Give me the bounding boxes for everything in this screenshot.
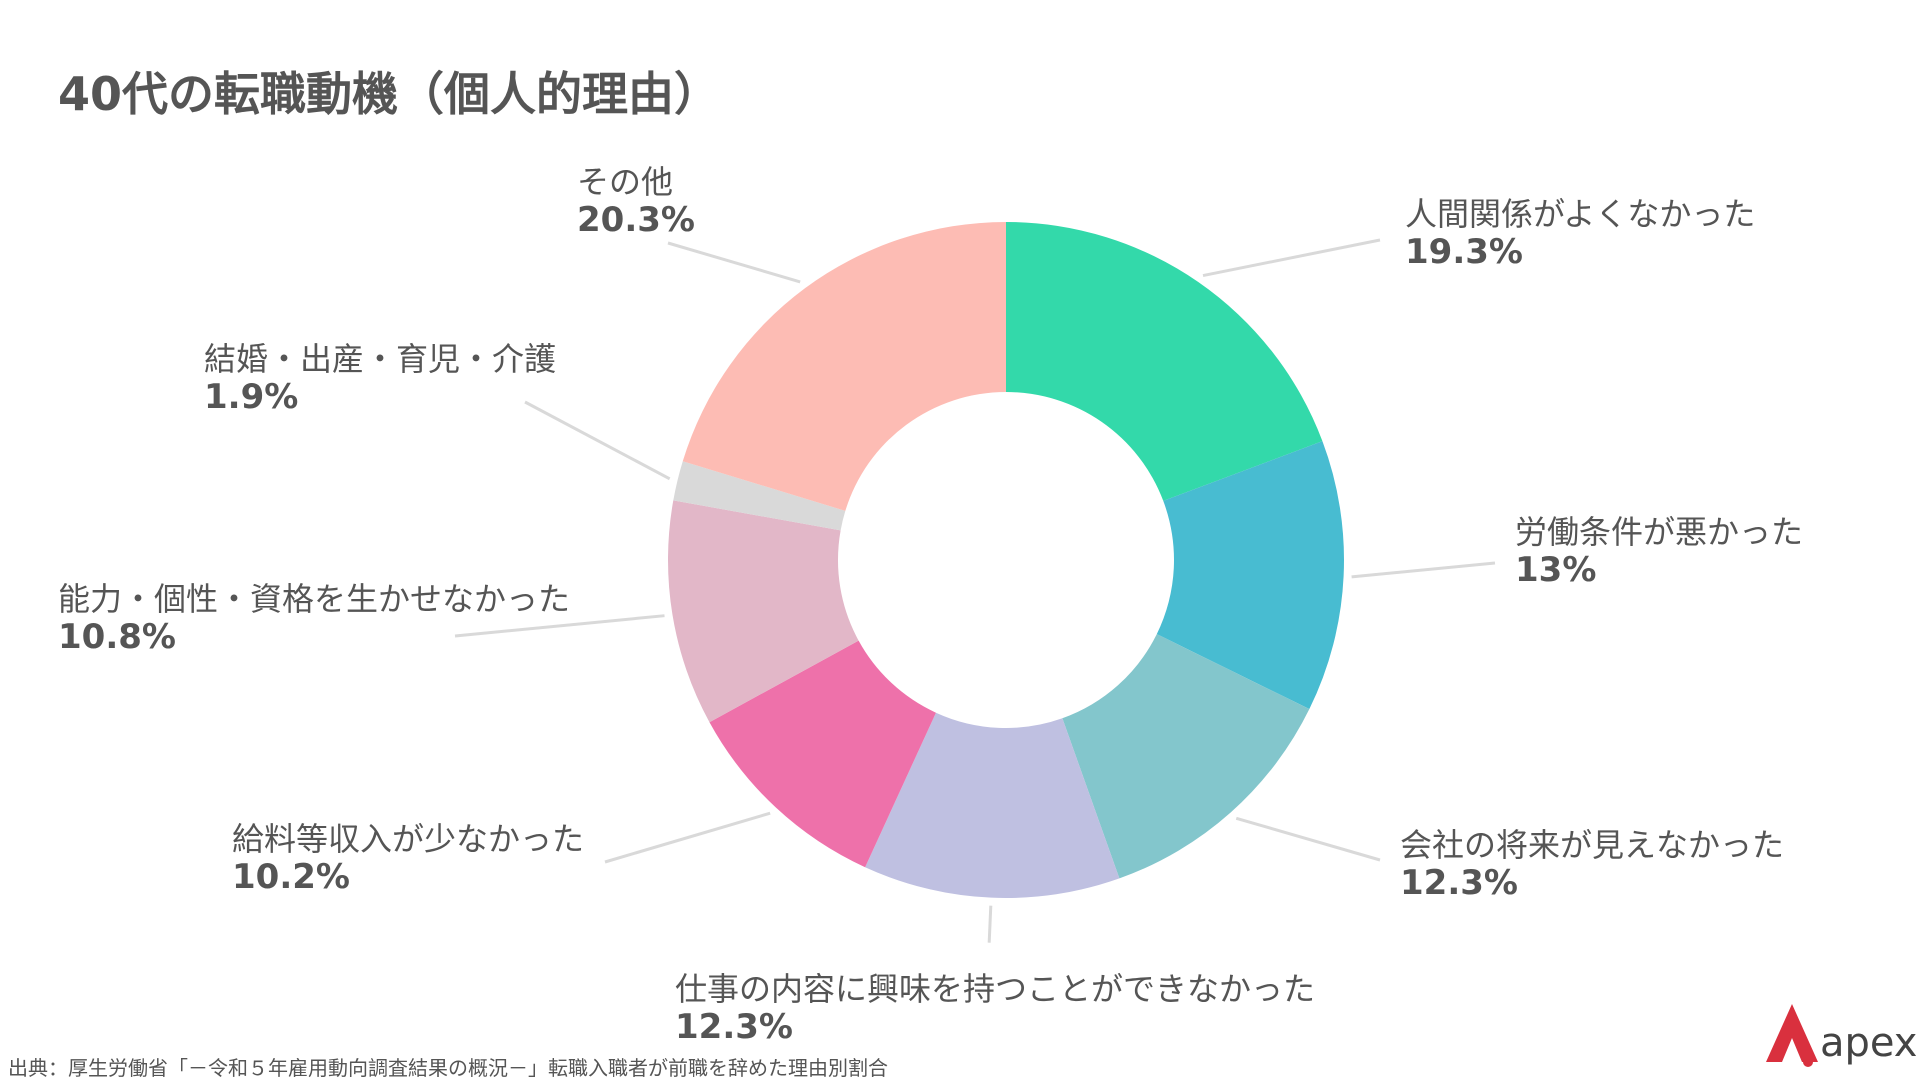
leader-line bbox=[604, 811, 771, 864]
slice-label-name: その他 bbox=[577, 163, 674, 201]
leader-line bbox=[1235, 816, 1381, 862]
apex-logo-icon bbox=[1766, 1004, 1818, 1067]
slice-label-name: 会社の将来が見えなかった bbox=[1400, 826, 1785, 864]
slice-label: 仕事の内容に興味を持つことができなかった 12.3% bbox=[675, 970, 1315, 1046]
slice-label-value: 12.3% bbox=[1400, 863, 1518, 903]
donut-slice bbox=[682, 222, 1006, 511]
donut-slice bbox=[865, 712, 1120, 898]
slice-label-name: 仕事の内容に興味を持つことができなかった bbox=[675, 970, 1316, 1008]
slice-label: 給料等収入が少なかった 10.2% bbox=[232, 820, 584, 896]
slice-label-name: 給料等収入が少なかった bbox=[232, 820, 585, 858]
leader-line bbox=[1202, 238, 1381, 278]
slice-label-value: 12.3% bbox=[675, 1007, 793, 1047]
donut-slice bbox=[709, 640, 936, 868]
logo-text: apex bbox=[1820, 1020, 1918, 1066]
donut-slice bbox=[1062, 634, 1310, 879]
slice-label: 人間関係がよくなかった 19.3% bbox=[1405, 195, 1755, 271]
slice-label-name: 結婚・出産・育児・介護 bbox=[204, 340, 557, 378]
slice-label: その他 20.3% bbox=[577, 163, 695, 239]
slice-label: 結婚・出産・育児・介護 1.9% bbox=[204, 340, 556, 416]
slice-label-value: 19.3% bbox=[1405, 232, 1523, 272]
slice-label-value: 13% bbox=[1515, 550, 1597, 590]
leader-line bbox=[1351, 561, 1496, 579]
slice-label-name: 人間関係がよくなかった bbox=[1405, 195, 1756, 233]
leader-line bbox=[454, 614, 665, 638]
slice-label: 会社の将来が見えなかった 12.3% bbox=[1400, 826, 1784, 902]
slice-label-value: 10.2% bbox=[232, 857, 350, 897]
apex-logo: apex bbox=[1762, 1000, 1917, 1070]
slice-label-value: 10.8% bbox=[58, 617, 176, 657]
leader-line bbox=[524, 400, 671, 481]
leader-line bbox=[667, 241, 801, 284]
slice-label: 能力・個性・資格を生かせなかった 10.8% bbox=[58, 580, 570, 656]
slice-label-name: 能力・個性・資格を生かせなかった bbox=[58, 580, 571, 618]
slice-label: 労働条件が悪かった 13% bbox=[1515, 513, 1803, 589]
donut-slice bbox=[1006, 222, 1323, 501]
slice-label-value: 20.3% bbox=[577, 200, 695, 240]
slice-label-name: 労働条件が悪かった bbox=[1515, 513, 1804, 551]
source-note: 出典：厚生労働省「－令和５年雇用動向調査結果の概況－」転職入職者が前職を辞めた理… bbox=[8, 1056, 888, 1080]
donut-slice bbox=[673, 461, 846, 531]
donut-slice bbox=[1156, 441, 1345, 710]
slice-label-value: 1.9% bbox=[204, 377, 299, 417]
leader-line bbox=[987, 905, 993, 943]
page-title: 40代の転職動機（個人的理由） bbox=[58, 67, 721, 121]
donut-slice bbox=[667, 500, 859, 723]
